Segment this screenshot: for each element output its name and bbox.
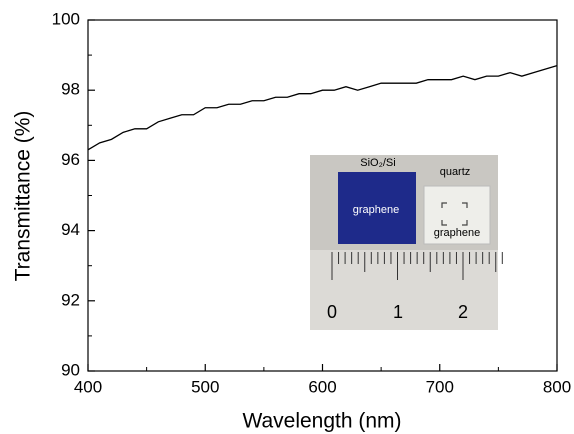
data-line bbox=[87, 65, 558, 151]
y-tick-label: 100 bbox=[52, 9, 80, 28]
y-tick-label: 96 bbox=[61, 150, 80, 169]
inset-label: graphene bbox=[353, 204, 400, 216]
inset-label: SiO₂/Si bbox=[360, 157, 395, 169]
x-axis-title: Wavelength (nm) bbox=[242, 410, 401, 433]
inset-label: quartz bbox=[440, 166, 471, 178]
y-axis-title: Transmittance (%) bbox=[12, 111, 35, 282]
ruler-label: 1 bbox=[393, 302, 403, 322]
x-tick-label: 600 bbox=[308, 377, 336, 396]
ruler-label: 0 bbox=[327, 302, 337, 322]
sio2-chip bbox=[338, 172, 416, 244]
y-tick-label: 98 bbox=[61, 80, 80, 99]
x-tick-label: 400 bbox=[74, 377, 102, 396]
x-tick-label: 500 bbox=[191, 377, 219, 396]
x-tick-label: 700 bbox=[426, 377, 454, 396]
quartz-chip bbox=[423, 185, 491, 245]
graphene-marker bbox=[441, 202, 468, 226]
ruler-label: 2 bbox=[458, 302, 468, 322]
inset-label: graphene bbox=[434, 227, 481, 239]
y-tick-label: 90 bbox=[61, 360, 80, 379]
ruler-ticks bbox=[331, 252, 503, 280]
y-tick-label: 92 bbox=[61, 290, 80, 309]
y-tick-label: 94 bbox=[61, 220, 80, 239]
x-tick-label: 800 bbox=[543, 377, 571, 396]
